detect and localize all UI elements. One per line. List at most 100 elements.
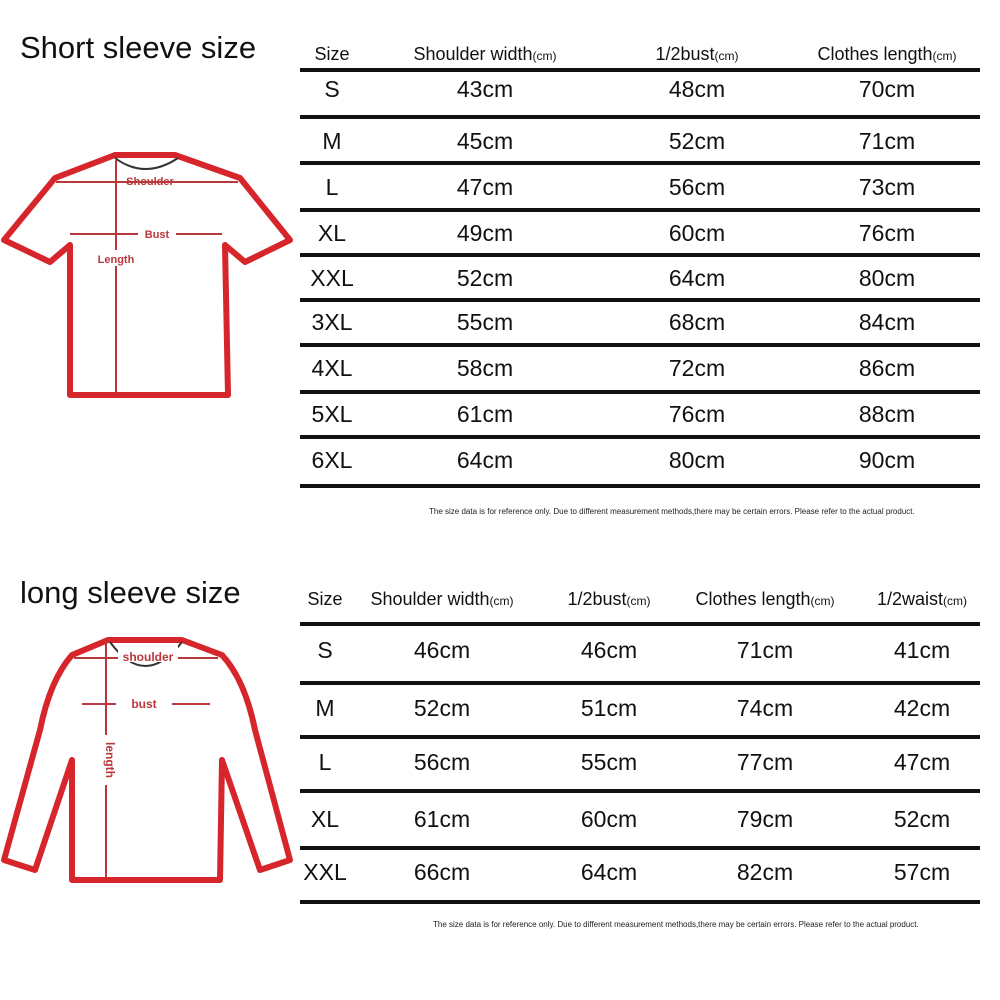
measurement-cell: 79cm — [736, 806, 794, 832]
measurement-cell: 86cm — [858, 355, 916, 381]
measurement-cell: 43cm — [456, 76, 514, 102]
diagram-length-label: Length — [98, 254, 135, 266]
size-cell: 6XL — [311, 447, 353, 473]
column-header-label: Shoulder width — [370, 589, 490, 609]
measurement-cell: 58cm — [456, 355, 514, 381]
column-header-label: 1/2bust — [567, 589, 627, 609]
measurement-cell: 52cm — [668, 128, 726, 154]
measurement-cell: 49cm — [456, 220, 514, 246]
long-sleeve-note: The size data is for reference only. Due… — [433, 920, 919, 929]
measurement-cell: 90cm — [858, 447, 916, 473]
short-sleeve-note: The size data is for reference only. Due… — [429, 507, 915, 516]
measurement-cell: 60cm — [580, 806, 638, 832]
measurement-cell: 82cm — [736, 859, 794, 885]
column-header: 1/2waist(cm) — [877, 589, 967, 610]
measurement-cell: 60cm — [668, 220, 726, 246]
row-divider — [300, 435, 980, 439]
measurement-cell: 61cm — [456, 401, 514, 427]
measurement-cell: 64cm — [668, 265, 726, 291]
column-header-label: Clothes length — [695, 589, 811, 609]
measurement-cell: 52cm — [413, 695, 471, 721]
column-header-unit: (cm) — [489, 594, 514, 608]
column-header-unit: (cm) — [714, 49, 739, 63]
measurement-cell: 88cm — [858, 401, 916, 427]
long-sleeve-tshirt-diagram: shoulder bust length — [1, 637, 293, 883]
row-divider — [300, 900, 980, 904]
column-header-unit: (cm) — [626, 594, 651, 608]
row-divider — [300, 390, 980, 394]
long-sleeve-title: long sleeve size — [20, 575, 241, 610]
short-sleeve-title: Short sleeve size — [20, 30, 257, 65]
size-cell: M — [315, 695, 335, 721]
measurement-cell: 42cm — [893, 695, 951, 721]
measurement-cell: 80cm — [668, 447, 726, 473]
size-cell: L — [318, 749, 332, 775]
diagram-length-label: length — [103, 742, 117, 778]
diagram-shoulder-label: Shoulder — [126, 176, 174, 188]
column-header-label: 1/2bust — [655, 44, 715, 64]
measurement-cell: 71cm — [858, 128, 916, 154]
row-divider — [300, 253, 980, 257]
column-header: 1/2bust(cm) — [567, 589, 650, 610]
measurement-cell: 73cm — [858, 174, 916, 200]
column-header: Clothes length(cm) — [817, 44, 956, 65]
measurement-cell: 66cm — [413, 859, 471, 885]
column-header-label: Shoulder width — [413, 44, 533, 64]
size-cell: S — [324, 76, 340, 102]
measurement-cell: 51cm — [580, 695, 638, 721]
column-header-unit: (cm) — [932, 49, 957, 63]
measurement-cell: 77cm — [736, 749, 794, 775]
measurement-cell: 41cm — [893, 637, 951, 663]
column-header: Size — [314, 44, 349, 65]
row-divider — [300, 622, 980, 626]
column-header: 1/2bust(cm) — [655, 44, 738, 65]
row-divider — [300, 343, 980, 347]
column-header: Shoulder width(cm) — [413, 44, 556, 65]
size-cell: S — [317, 637, 333, 663]
column-header-label: 1/2waist — [876, 589, 944, 609]
column-header: Clothes length(cm) — [695, 589, 834, 610]
column-header: Size — [307, 589, 342, 610]
column-header-label: Clothes length — [817, 44, 933, 64]
measurement-cell: 71cm — [736, 637, 794, 663]
measurement-cell: 72cm — [668, 355, 726, 381]
measurement-cell: 68cm — [668, 309, 726, 335]
size-cell: XL — [317, 220, 347, 246]
row-divider — [300, 484, 980, 488]
size-cell: M — [322, 128, 342, 154]
size-cell: 3XL — [311, 309, 353, 335]
size-cell: L — [325, 174, 339, 200]
measurement-cell: 80cm — [858, 265, 916, 291]
column-header-unit: (cm) — [532, 49, 557, 63]
row-divider — [300, 208, 980, 212]
short-sleeve-tshirt-diagram: Shoulder Bust Length — [1, 152, 293, 398]
row-divider — [300, 298, 980, 302]
row-divider — [300, 735, 980, 739]
measurement-cell: 64cm — [456, 447, 514, 473]
row-divider — [300, 681, 980, 685]
diagram-shoulder-label: shoulder — [123, 650, 174, 664]
column-header-label: Size — [307, 589, 343, 609]
measurement-cell: 57cm — [893, 859, 951, 885]
row-divider — [300, 115, 980, 119]
size-cell: XXL — [310, 265, 354, 291]
measurement-cell: 64cm — [580, 859, 638, 885]
column-header: Shoulder width(cm) — [370, 589, 513, 610]
row-divider — [300, 846, 980, 850]
measurement-cell: 84cm — [858, 309, 916, 335]
measurement-cell: 48cm — [668, 76, 726, 102]
measurement-cell: 61cm — [413, 806, 471, 832]
measurement-cell: 70cm — [858, 76, 916, 102]
measurement-cell: 46cm — [413, 637, 471, 663]
measurement-cell: 55cm — [456, 309, 514, 335]
diagram-bust-label: Bust — [145, 229, 170, 241]
measurement-cell: 47cm — [456, 174, 514, 200]
measurement-cell: 52cm — [456, 265, 514, 291]
column-header-unit: (cm) — [943, 594, 968, 608]
measurement-cell: 74cm — [736, 695, 794, 721]
measurement-cell: 76cm — [858, 220, 916, 246]
row-divider — [300, 789, 980, 793]
row-divider — [300, 161, 980, 165]
column-header-unit: (cm) — [810, 594, 835, 608]
column-header-label: Size — [314, 44, 350, 64]
